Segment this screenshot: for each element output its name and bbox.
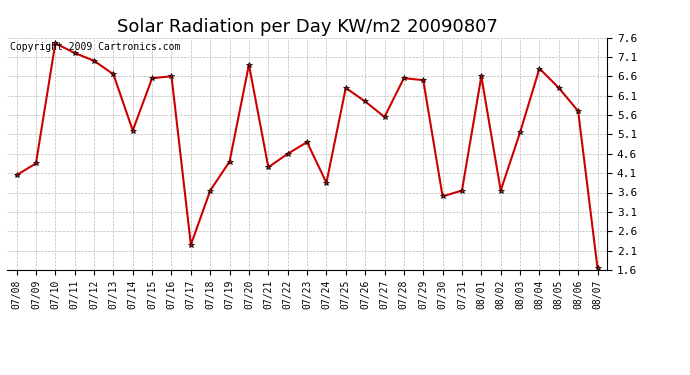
Text: Copyright 2009 Cartronics.com: Copyright 2009 Cartronics.com	[10, 42, 180, 52]
Title: Solar Radiation per Day KW/m2 20090807: Solar Radiation per Day KW/m2 20090807	[117, 18, 497, 36]
